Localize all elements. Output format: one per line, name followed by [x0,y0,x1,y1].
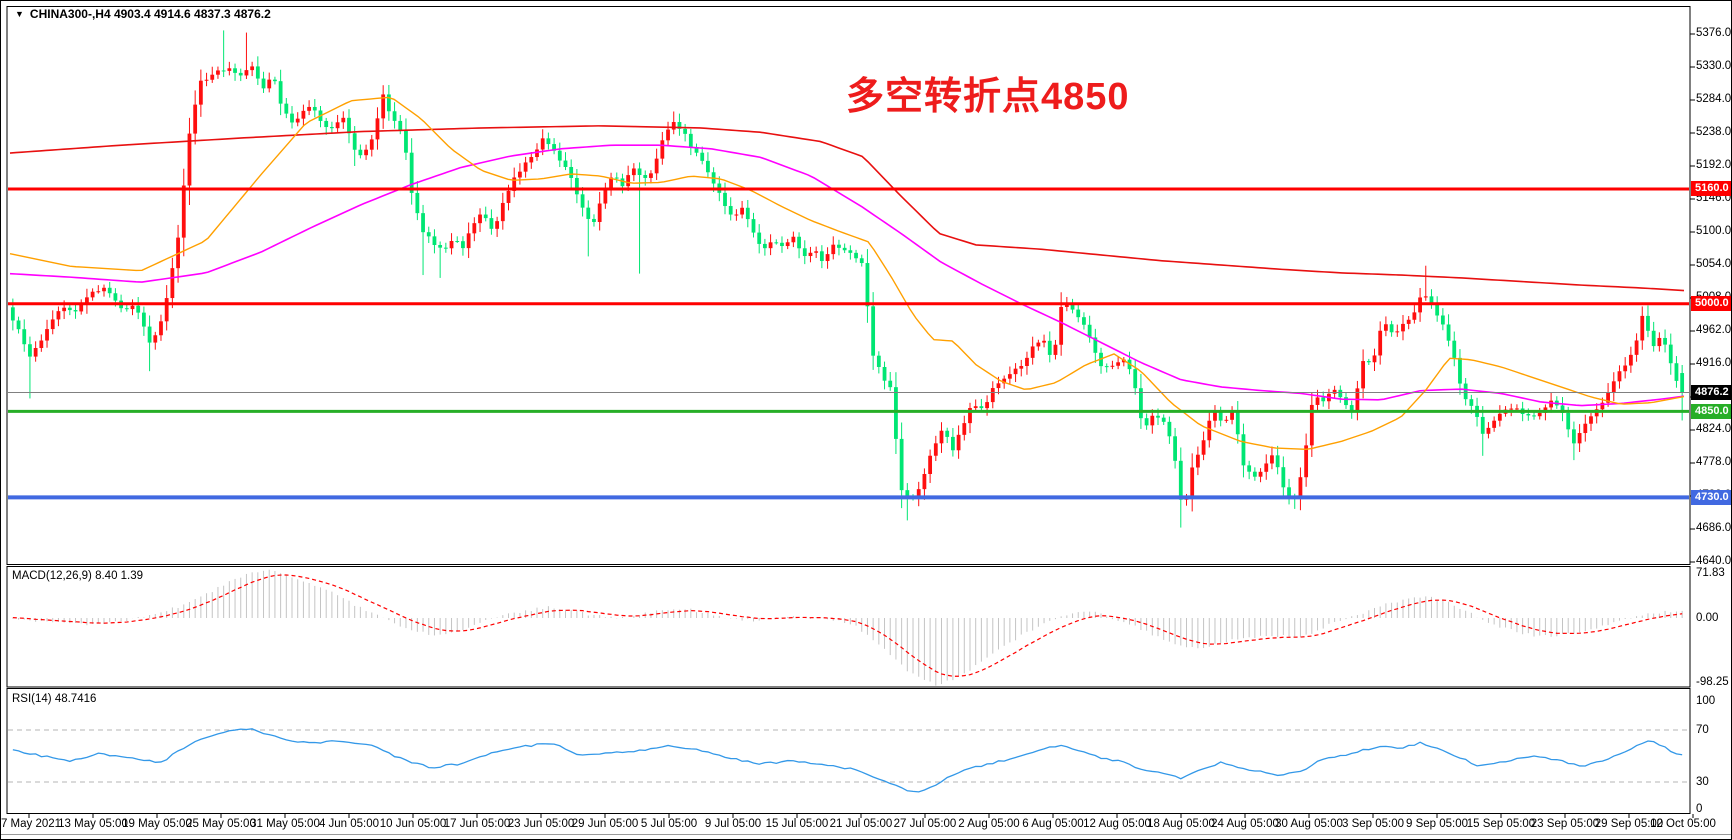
symbol-dropdown-icon[interactable]: ▼ [15,9,24,19]
rsi-scale-label: 100 [1696,695,1716,707]
price-axis-label: 4686.0 [1696,522,1732,534]
time-axis-label: 24 Aug 05:00 [1211,818,1279,830]
time-axis-label: 9 Jul 05:00 [704,818,762,830]
time-axis-label: 12 Oct 05:00 [1650,818,1716,830]
macd-scale-label: 71.83 [1696,567,1725,579]
symbol-ohlc-text: CHINA300-,H4 4903.4 4914.6 4837.3 4876.2 [29,7,271,21]
price-axis-label: 4962.0 [1696,324,1732,336]
time-axis-label: 2 Aug 05:00 [958,818,1020,830]
time-axis-label: 4 Jun 05:00 [318,818,380,830]
time-axis-label: 17 Jun 05:00 [443,818,511,830]
time-axis-label: 15 Sep 05:00 [1466,818,1536,830]
time-axis-label: 29 Jun 05:00 [571,818,639,830]
time-axis-label: 10 Jun 05:00 [379,818,447,830]
time-axis-label: 23 Sep 05:00 [1530,818,1600,830]
bottom-separator [1,834,1731,835]
time-axis-label: 5 Jul 05:00 [640,818,698,830]
price-axis-label: 5330.0 [1696,60,1732,72]
time-axis-label: 25 May 05:00 [186,818,256,830]
price-axis-label: 5376.0 [1696,27,1732,39]
macd-indicator-label: MACD(12,26,9) 8.40 1.39 [12,570,144,582]
price-axis-label: 4640.0 [1696,555,1732,567]
price-axis-label: 5238.0 [1696,126,1732,138]
time-axis-label: 31 May 05:00 [250,818,320,830]
price-axis-label: 5284.0 [1696,93,1732,105]
price-axis-label: 5192.0 [1696,159,1732,171]
macd-scale-label: -98.25 [1696,676,1729,688]
time-axis-label: 15 Jul 05:00 [765,818,829,830]
rsi-indicator-label: RSI(14) 48.7416 [12,693,97,705]
time-axis-label: 9 Sep 05:00 [1405,818,1469,830]
rsi-scale-label: 0 [1696,803,1703,815]
price-level-label: 4730.0 [1691,489,1731,505]
price-axis-label: 5100.0 [1696,225,1732,237]
time-axis-label: 6 Aug 05:00 [1022,818,1084,830]
time-axis-label: 7 May 2021 [0,818,62,830]
time-axis-label: 30 Aug 05:00 [1275,818,1343,830]
price-level-label: 5000.0 [1691,296,1731,312]
price-axis-label: 5054.0 [1696,258,1732,270]
price-level-label: 4850.0 [1691,403,1731,419]
symbol-header: ▼ CHINA300-,H4 4903.4 4914.6 4837.3 4876.… [15,7,271,21]
time-axis-label: 12 Aug 05:00 [1083,818,1151,830]
price-axis-label: 4824.0 [1696,423,1732,435]
price-axis-label: 4916.0 [1696,357,1732,369]
time-axis-label: 23 Jun 05:00 [507,818,575,830]
time-axis-label: 27 Jul 05:00 [893,818,957,830]
time-axis-label: 18 Aug 05:00 [1147,818,1215,830]
rsi-scale-label: 30 [1696,776,1709,788]
time-axis-label: 21 Jul 05:00 [829,818,893,830]
price-level-label: 5160.0 [1691,181,1731,197]
macd-scale-label: 0.00 [1696,612,1719,624]
chart-annotation-text: 多空转折点4850 [846,76,1130,118]
rsi-scale-label: 70 [1696,724,1709,736]
price-level-label: 4876.2 [1691,385,1731,401]
time-axis-label: 3 Sep 05:00 [1341,818,1405,830]
time-axis-label: 29 Sep 05:00 [1594,818,1664,830]
time-axis-label: 13 May 05:00 [58,818,128,830]
price-axis-label: 4778.0 [1696,456,1732,468]
time-axis-label: 19 May 05:00 [122,818,192,830]
